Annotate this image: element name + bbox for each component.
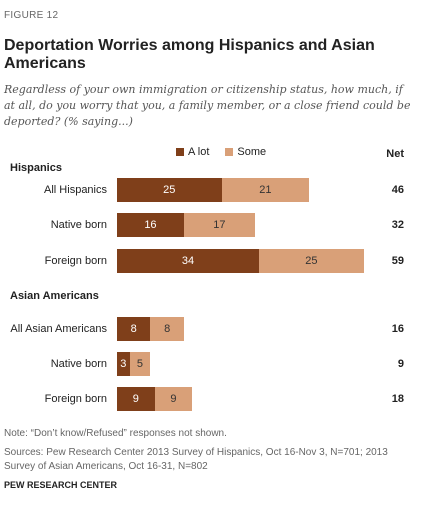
bar-a-lot: 3	[117, 352, 130, 376]
row-label: Foreign born	[44, 255, 107, 267]
chart-subtitle: Regardless of your own immigration or ci…	[4, 83, 411, 128]
bar-some: 21	[221, 178, 310, 202]
chart-note: Note: “Don’t know/Refused” responses not…	[4, 428, 227, 439]
bar-some: 17	[183, 213, 255, 237]
row-label: All Hispanics	[44, 184, 107, 196]
row-label: Native born	[50, 358, 107, 370]
row-label: Native born	[50, 219, 107, 231]
net-value: 59	[391, 255, 404, 267]
net-value: 32	[391, 219, 404, 231]
bar-a-lot: 34	[117, 249, 260, 273]
bar-some: 9	[154, 387, 193, 411]
net-value: 16	[391, 323, 404, 335]
bar-a-lot: 9	[117, 387, 155, 411]
row-label: All Asian Americans	[10, 323, 107, 335]
net-value: 9	[397, 358, 404, 370]
bar-some: 5	[129, 352, 151, 376]
bar-a-lot: 25	[117, 178, 222, 202]
legend-label-a-lot: A lot	[188, 146, 210, 158]
chart-sources: Sources: Pew Research Center 2013 Survey…	[4, 447, 388, 472]
net-value: 18	[391, 393, 404, 405]
legend: A lot Some	[176, 146, 266, 158]
net-column-header: Net	[386, 148, 404, 160]
organization-credit: PEW RESEARCH CENTER	[4, 480, 118, 490]
legend-swatch-some	[225, 148, 234, 156]
bar-some: 8	[150, 317, 184, 341]
legend-label-some: Some	[237, 146, 267, 158]
bar-a-lot: 8	[117, 317, 151, 341]
legend-swatch-a-lot	[176, 148, 184, 156]
group-title: Asian Americans	[10, 290, 99, 302]
net-value: 46	[391, 184, 404, 196]
row-label: Foreign born	[44, 393, 107, 405]
figure-label: FIGURE 12	[4, 10, 59, 21]
bar-some: 25	[259, 249, 364, 273]
group-title: Hispanics	[10, 162, 62, 174]
bar-a-lot: 16	[117, 213, 184, 237]
chart-title: Deportation Worries among Hispanics and …	[4, 37, 375, 72]
